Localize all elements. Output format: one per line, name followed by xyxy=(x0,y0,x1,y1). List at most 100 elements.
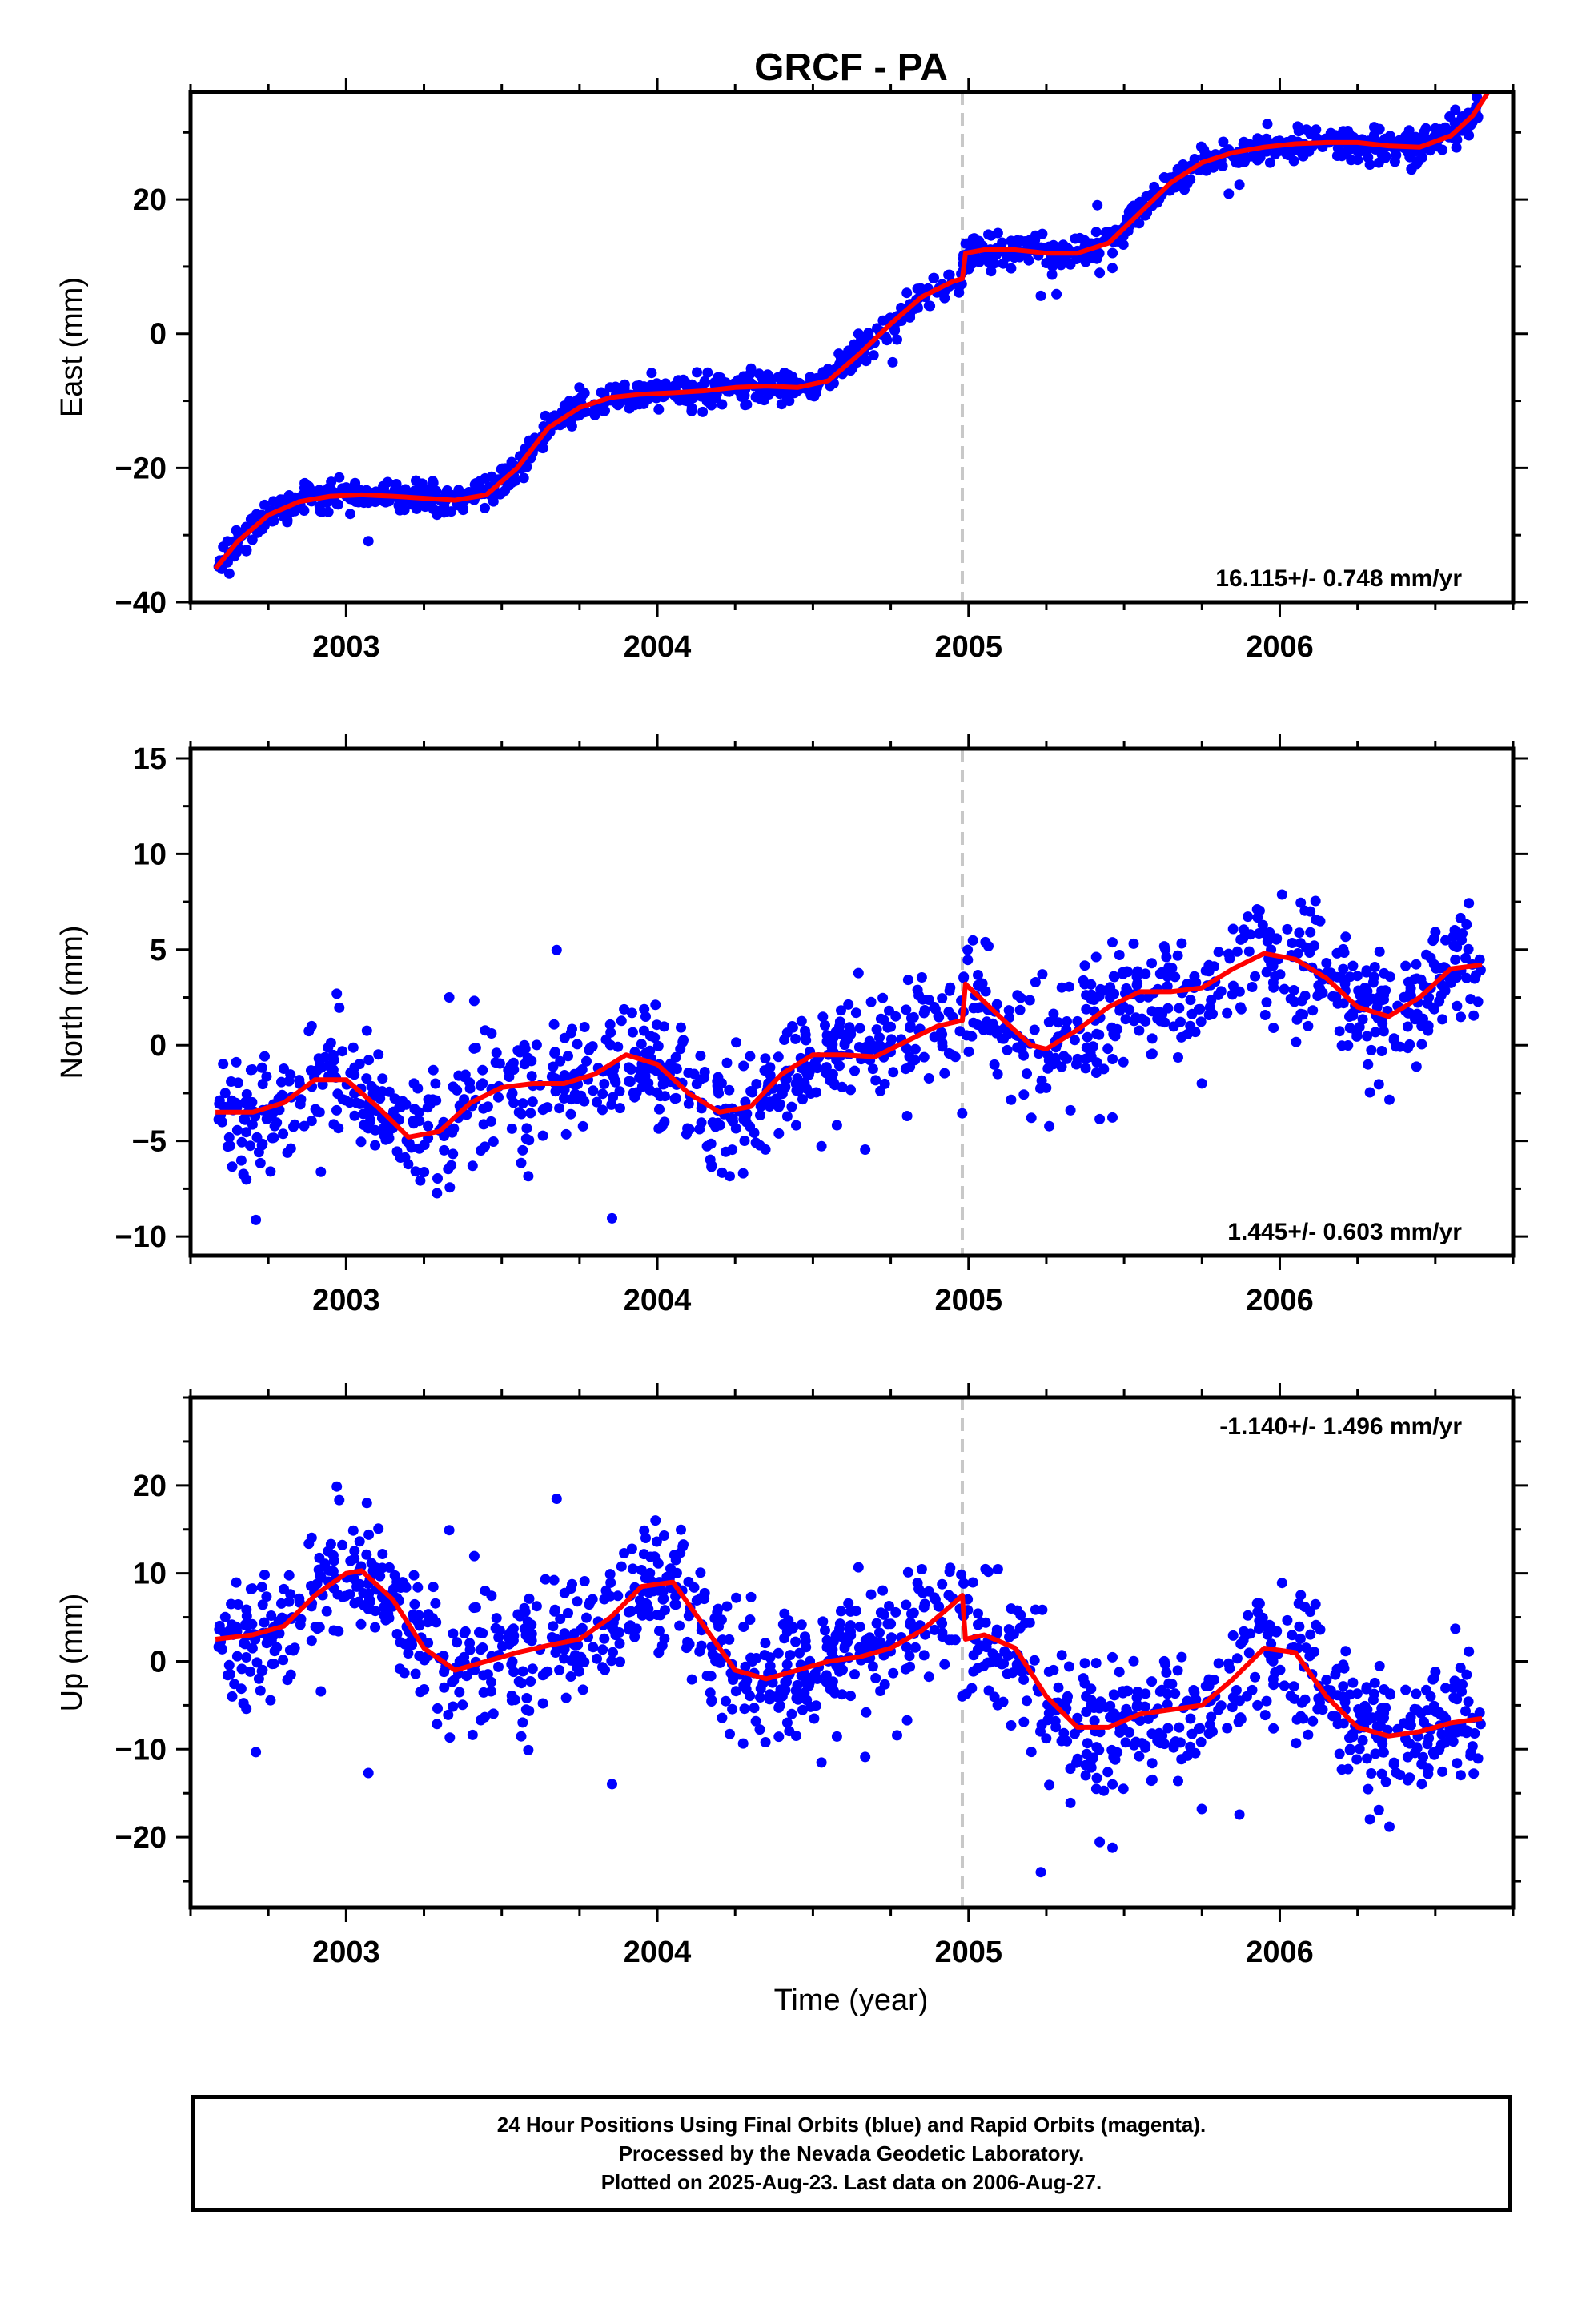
data-point xyxy=(519,1623,530,1634)
data-point xyxy=(1109,1708,1120,1719)
data-point xyxy=(506,1123,517,1134)
model-fit-line-up xyxy=(215,1568,1483,1739)
data-point xyxy=(982,1016,992,1027)
data-point xyxy=(1307,1715,1319,1727)
data-point xyxy=(345,509,355,520)
data-point xyxy=(701,1671,713,1681)
data-point xyxy=(231,1622,242,1633)
data-point xyxy=(361,1549,372,1560)
data-point xyxy=(457,502,468,513)
data-point xyxy=(954,281,965,292)
data-point xyxy=(559,1587,570,1598)
data-point xyxy=(865,996,877,1007)
data-point xyxy=(892,334,902,345)
data-point xyxy=(1261,1695,1272,1707)
data-point xyxy=(1112,1747,1123,1758)
data-point xyxy=(383,1562,395,1573)
data-point xyxy=(1222,1007,1233,1019)
data-point xyxy=(251,1657,263,1668)
data-point xyxy=(724,1084,735,1096)
data-point xyxy=(253,1147,264,1158)
data-point xyxy=(518,472,529,484)
data-point xyxy=(257,1599,268,1610)
data-point xyxy=(299,505,310,516)
data-point xyxy=(412,1083,424,1094)
data-point xyxy=(1026,1112,1037,1124)
data-point xyxy=(517,1666,528,1677)
data-point xyxy=(579,1576,590,1586)
data-point xyxy=(1384,1688,1395,1699)
data-point xyxy=(666,1060,677,1072)
data-point xyxy=(391,485,403,497)
data-point xyxy=(740,1661,751,1672)
data-point xyxy=(875,1085,886,1096)
data-point xyxy=(432,1173,443,1184)
data-point xyxy=(791,1120,801,1131)
data-point xyxy=(937,1627,948,1638)
data-point xyxy=(963,1046,974,1057)
data-point xyxy=(239,1620,251,1631)
data-point xyxy=(1235,1003,1247,1015)
data-point xyxy=(1204,1719,1215,1731)
data-point xyxy=(1172,950,1183,961)
data-point xyxy=(265,1166,276,1177)
data-point xyxy=(1062,1016,1072,1027)
data-point xyxy=(683,1098,694,1109)
data-point xyxy=(614,1638,625,1649)
data-point xyxy=(1158,941,1170,952)
data-point xyxy=(423,485,434,496)
data-points-north xyxy=(213,889,1486,1225)
data-point xyxy=(816,1757,827,1768)
data-point xyxy=(1304,1651,1315,1662)
data-point xyxy=(251,1214,262,1225)
data-point xyxy=(444,1732,456,1743)
data-point xyxy=(257,1079,268,1090)
data-point xyxy=(1261,997,1272,1008)
data-point xyxy=(967,935,978,946)
data-point xyxy=(314,485,325,496)
data-point xyxy=(1240,1630,1251,1641)
data-point xyxy=(731,1592,741,1603)
data-point xyxy=(1072,1712,1083,1723)
data-point xyxy=(1334,1026,1345,1037)
data-point xyxy=(1474,954,1485,965)
data-point xyxy=(956,1569,967,1580)
data-point xyxy=(231,1056,242,1068)
data-point xyxy=(358,1588,369,1598)
data-point xyxy=(1472,996,1484,1007)
data-point xyxy=(439,1144,450,1156)
data-point xyxy=(367,1088,379,1099)
data-point xyxy=(550,1647,561,1658)
data-point xyxy=(784,396,795,407)
data-point xyxy=(1305,906,1316,917)
data-point xyxy=(702,367,713,378)
data-point xyxy=(470,1043,481,1053)
data-point xyxy=(781,1073,792,1084)
rate-label: -1.140+/- 1.496 mm/yr xyxy=(1219,1413,1462,1440)
data-point xyxy=(403,1648,414,1659)
data-point xyxy=(231,1651,243,1662)
data-point xyxy=(1402,1021,1413,1032)
data-point xyxy=(1419,127,1430,138)
data-point xyxy=(1080,1770,1091,1781)
data-point xyxy=(395,1582,406,1593)
data-point xyxy=(1374,123,1385,135)
data-point xyxy=(809,391,820,402)
data-point xyxy=(1259,1010,1271,1020)
data-point xyxy=(1291,1738,1302,1749)
data-point xyxy=(638,1025,649,1036)
data-point xyxy=(1252,155,1263,166)
data-point xyxy=(740,1096,751,1108)
data-point xyxy=(918,1650,930,1661)
data-point xyxy=(1461,1727,1472,1739)
data-point xyxy=(973,970,983,980)
data-point xyxy=(1090,951,1102,963)
data-point xyxy=(443,1709,454,1720)
data-point xyxy=(1140,1740,1151,1751)
data-point xyxy=(780,1081,791,1092)
data-point xyxy=(882,1618,893,1630)
data-point xyxy=(615,1103,625,1114)
data-point xyxy=(797,1094,808,1105)
data-point xyxy=(626,1543,637,1554)
